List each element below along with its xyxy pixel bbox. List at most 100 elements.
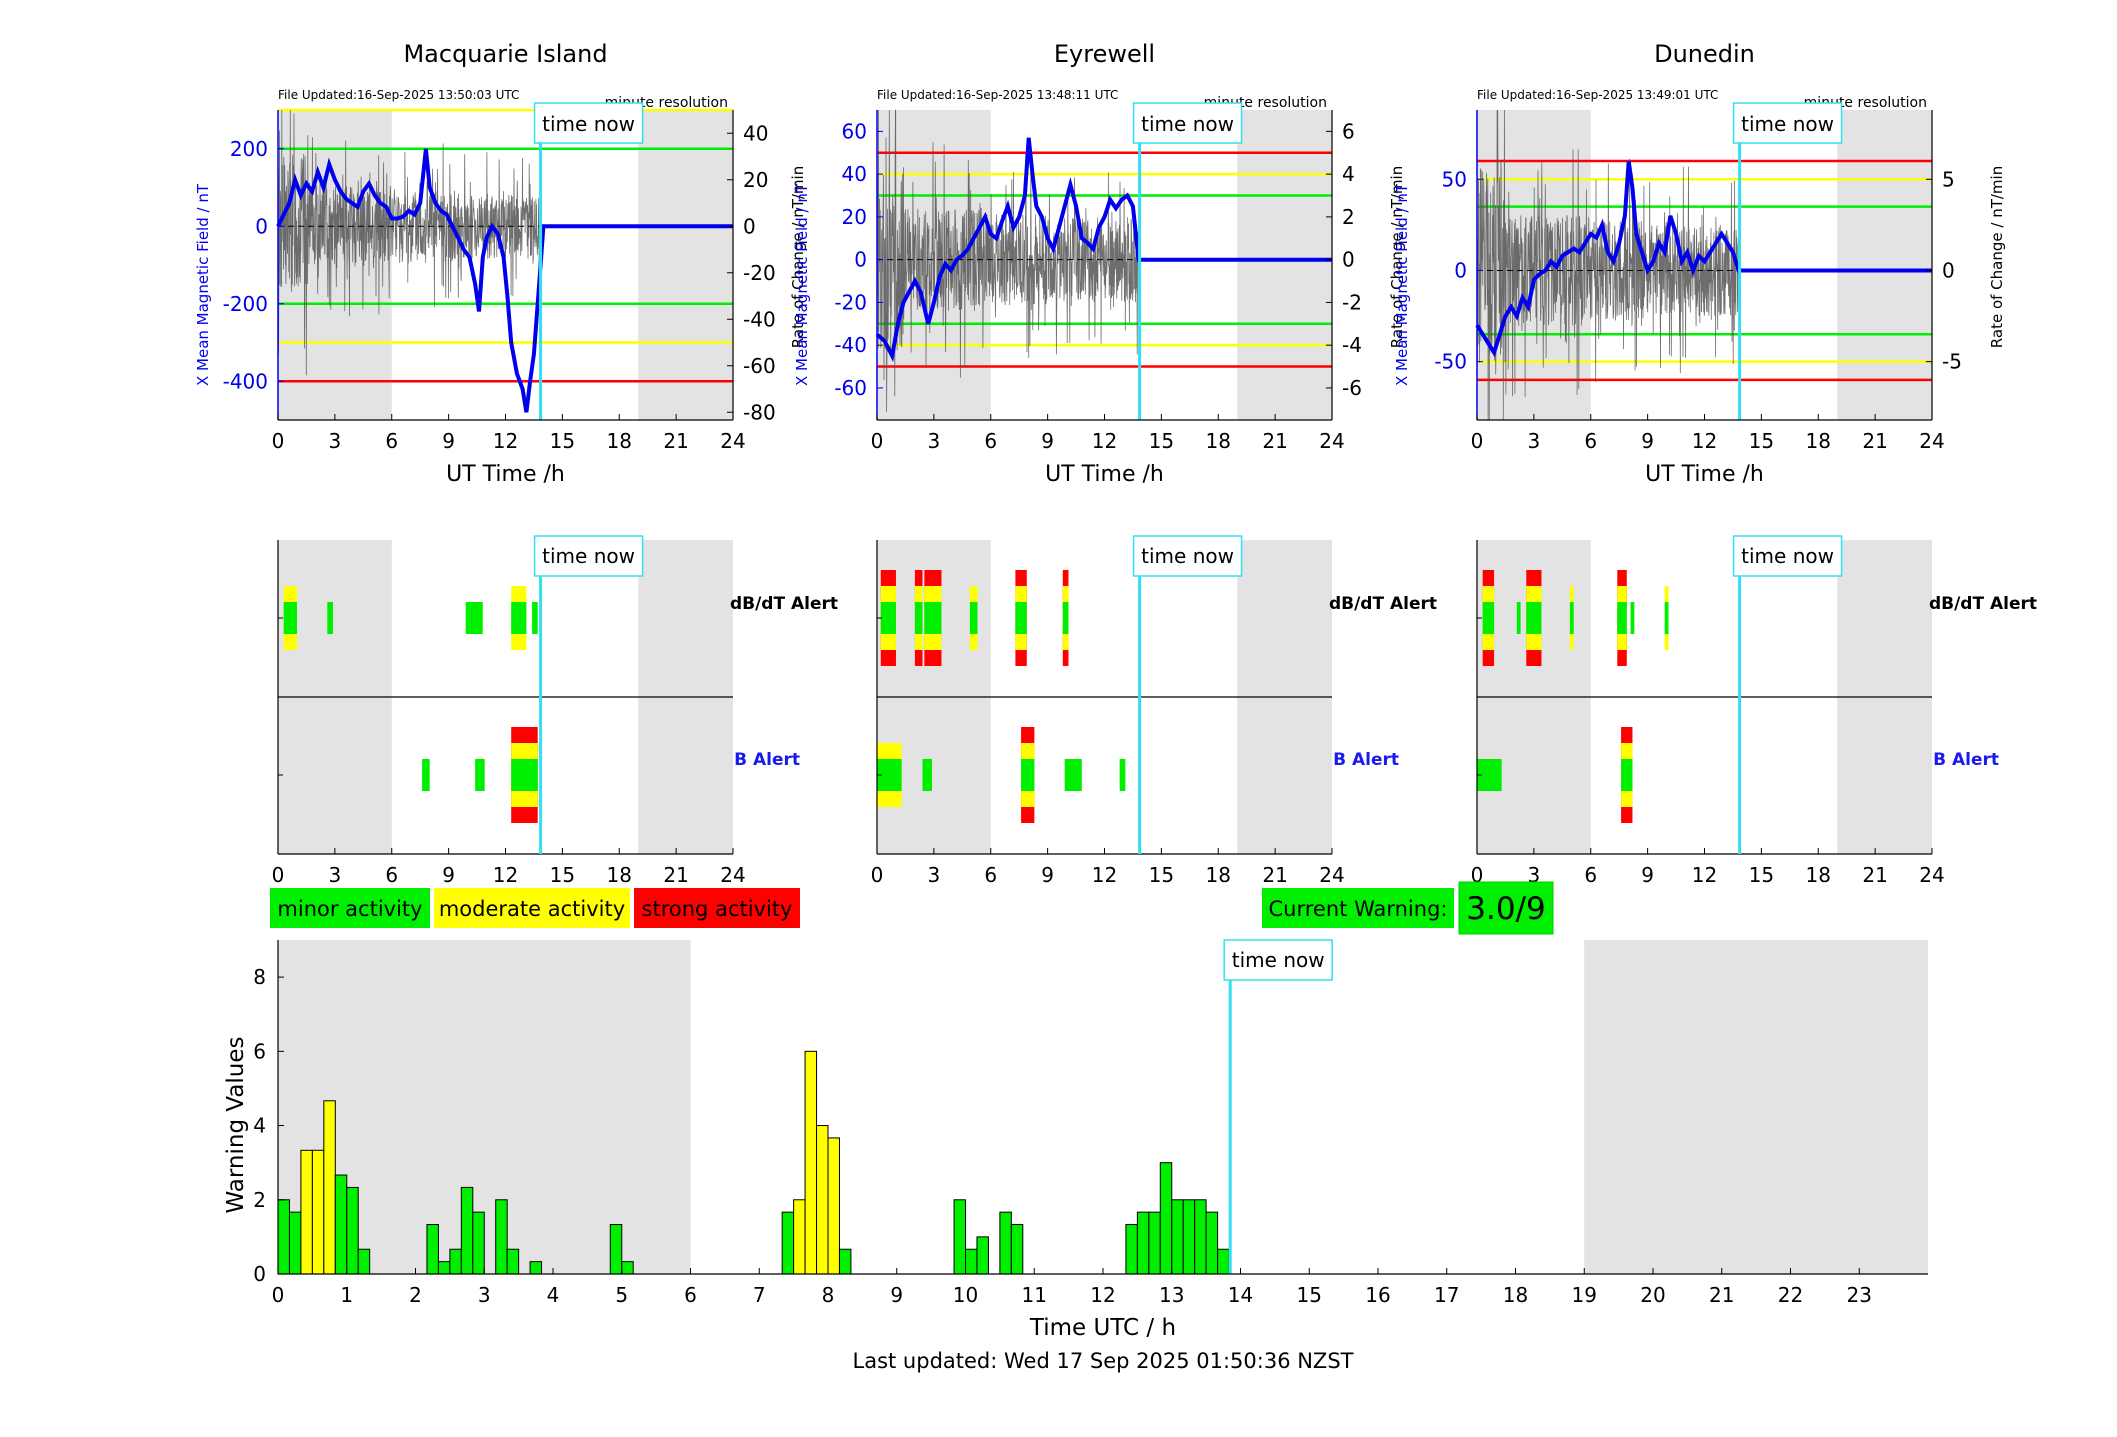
warning-bar	[781, 1211, 795, 1275]
station-title: Macquarie Island	[403, 40, 607, 68]
x-tick-label: 24	[720, 429, 745, 453]
legend-swatch-strong	[634, 888, 800, 928]
chart-night-shade-evening	[1584, 940, 1928, 1274]
warning-bar	[609, 1224, 623, 1275]
dbdt-alert-segment-minor	[1526, 602, 1542, 634]
chart-x-tick-label: 5	[615, 1283, 628, 1307]
x-tick-label: 21	[1262, 429, 1287, 453]
chart-x-tick-label: 21	[1709, 1283, 1734, 1307]
dbdt-alert-segment-minor	[1516, 602, 1521, 634]
chart-y-axis-label: Warning Values	[223, 1036, 249, 1213]
x-mean-field-line	[1475, 160, 1932, 358]
left-tick-label: -400	[223, 369, 268, 393]
alert-time-now-label: time now	[1741, 544, 1834, 568]
x-tick-label: 0	[272, 429, 285, 453]
station-dunedin: Dunedin File Updated:16-Sep-2025 13:49:01…	[1393, 40, 2037, 887]
time-now-label: time now	[542, 112, 635, 136]
current-warning-value-box	[1458, 881, 1554, 935]
x-tick-label: 6	[1584, 429, 1597, 453]
x-mean-field-line	[276, 148, 733, 413]
alert-x-tick-label: 18	[607, 863, 632, 887]
dbdt-alert-segment-minor	[880, 602, 896, 634]
alert-x-tick-label: 21	[1862, 863, 1887, 887]
x-tick-label: 6	[385, 429, 398, 453]
x-tick-label: 9	[442, 429, 455, 453]
warning-bar	[334, 1174, 348, 1275]
alert-time-now-box	[533, 535, 644, 577]
night-shade-evening	[638, 110, 733, 420]
warning-bar	[437, 1261, 451, 1275]
chart-x-axis-label: Time UTC / h	[1029, 1315, 1176, 1341]
left-tick-label: -60	[834, 376, 867, 400]
dbdt-alert-segment-minor	[1062, 602, 1069, 634]
right-tick-label: 0	[1942, 258, 1955, 282]
right-y-axis-label: Rate of Change / nT/min	[789, 166, 807, 348]
warning-bar	[1159, 1162, 1173, 1275]
b-alert-segment-minor	[511, 759, 538, 791]
chart-time-now-box	[1223, 939, 1333, 981]
warning-bar	[827, 1137, 840, 1275]
dbdt-alert-segment-minor	[465, 602, 483, 634]
chart-x-tick-label: 15	[1297, 1283, 1322, 1307]
x-tick-label: 18	[607, 429, 632, 453]
right-y-axis-label: Rate of Change / nT/min	[1988, 166, 2006, 348]
file-updated-text: File Updated:16-Sep-2025 13:50:03 UTC	[278, 88, 519, 102]
chart-y-tick-label: 0	[253, 1262, 266, 1286]
alert-x-tick-label: 12	[1092, 863, 1117, 887]
left-tick-label: 60	[842, 119, 867, 143]
dbdt-alert-segment-minor	[1630, 602, 1635, 634]
alert-x-tick-label: 0	[272, 863, 285, 887]
x-tick-label: 6	[984, 429, 997, 453]
warning-bar	[288, 1211, 302, 1275]
chart-x-tick-label: 4	[547, 1283, 560, 1307]
chart-x-tick-label: 9	[890, 1283, 903, 1307]
station-title: Eyrewell	[1054, 40, 1155, 68]
x-tick-label: 9	[1641, 429, 1654, 453]
chart-x-tick-label: 20	[1640, 1283, 1665, 1307]
alert-x-tick-label: 0	[871, 863, 884, 887]
left-tick-label: -20	[834, 290, 867, 314]
dbdt-alert-segment-minor	[1482, 602, 1495, 634]
chart-x-tick-label: 1	[340, 1283, 353, 1307]
x-tick-label: 3	[928, 429, 941, 453]
left-y-axis-label: X Mean Magnetic Field / nT	[194, 183, 212, 386]
legend-swatch-moderate	[434, 888, 630, 928]
right-tick-label: 0	[1342, 248, 1355, 272]
x-axis-label: UT Time /h	[446, 462, 565, 487]
chart-x-tick-label: 8	[822, 1283, 835, 1307]
alert-x-tick-label: 12	[493, 863, 518, 887]
chart-x-tick-label: 16	[1365, 1283, 1390, 1307]
dbdt-alert-segment-minor	[511, 602, 527, 634]
warning-bar	[506, 1248, 520, 1275]
right-tick-label: 6	[1342, 119, 1355, 143]
b-alert-segment-minor	[1621, 759, 1633, 791]
warning-bar	[1182, 1199, 1196, 1275]
x-axis-label: UT Time /h	[1645, 462, 1764, 487]
dbdt-alert-segment-minor	[532, 602, 538, 634]
b-alert-label: B Alert	[1933, 750, 1999, 770]
x-tick-label: 12	[1692, 429, 1717, 453]
chart-y-tick-label: 8	[253, 965, 266, 989]
dbdt-alert-segment-minor	[924, 602, 942, 634]
warning-bar	[357, 1248, 371, 1275]
b-alert-label: B Alert	[734, 750, 800, 770]
alert-x-tick-label: 15	[1749, 863, 1774, 887]
current-warning-label-box	[1262, 888, 1454, 928]
station-eyrewell: Eyrewell File Updated:16-Sep-2025 13:48:1…	[793, 40, 1437, 887]
chart-x-tick-label: 12	[1090, 1283, 1115, 1307]
b-alert-segment-minor	[922, 759, 932, 791]
station-title: Dunedin	[1654, 40, 1755, 68]
right-y-axis-label: Rate of Change / nT/min	[1388, 166, 1406, 348]
warning-bar	[323, 1100, 336, 1275]
station-panels: Macquarie Island File Updated:16-Sep-2025…	[194, 40, 2037, 887]
alert-x-tick-label: 9	[1641, 863, 1654, 887]
chart-x-tick-label: 17	[1434, 1283, 1459, 1307]
night-shade-evening	[1237, 110, 1332, 420]
left-tick-label: 200	[230, 137, 268, 161]
warning-bar	[621, 1261, 634, 1275]
legend-label-minor: minor activity	[277, 897, 422, 921]
alert-x-tick-label: 3	[928, 863, 941, 887]
rate-of-change-trace	[1476, 109, 1740, 421]
warning-bar	[1217, 1248, 1230, 1275]
chart-x-tick-label: 14	[1228, 1283, 1253, 1307]
